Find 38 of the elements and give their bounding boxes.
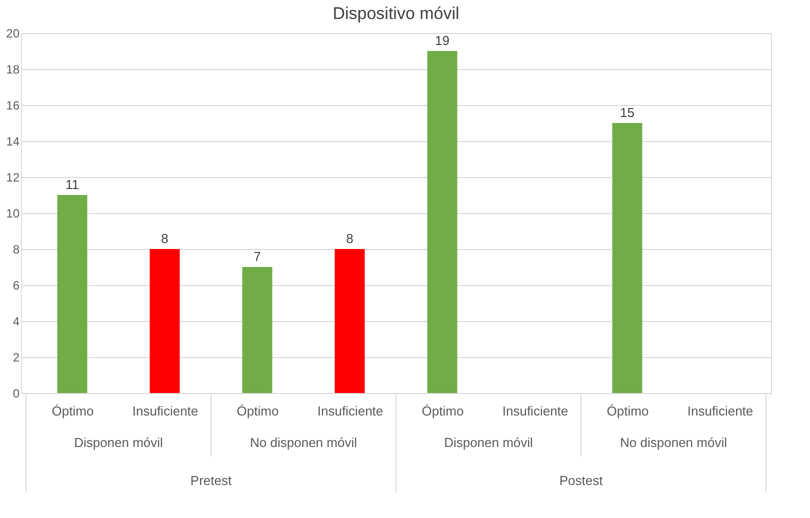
y-tick-label: 2	[12, 350, 20, 364]
y-tick-label: 4	[12, 314, 20, 328]
x-tick-label: Óptimo	[606, 404, 649, 418]
chart-title: Dispositivo móvil	[332, 4, 460, 23]
bar	[150, 249, 180, 393]
text: Postest	[559, 473, 604, 488]
y-tick-label: 18	[6, 62, 20, 76]
data-label: 8	[346, 231, 354, 246]
x-tick-label: Insuficiente	[317, 404, 384, 418]
y-tick-label: 8	[12, 242, 20, 256]
data-label: 11	[66, 177, 79, 192]
bar	[242, 267, 272, 393]
text: No disponen móvil	[250, 435, 358, 450]
data-label: 8	[161, 231, 168, 246]
y-tick-label: 10	[6, 206, 20, 220]
bar	[57, 195, 88, 393]
y-tick-label: 6	[12, 278, 20, 292]
text: Disponen móvil	[444, 435, 534, 450]
x-tick-label: Óptimo	[236, 404, 279, 418]
x-tick-label: Óptimo	[422, 404, 464, 418]
x-tick-label: Insuficiente	[502, 404, 568, 418]
text: No disponen móvil	[620, 435, 728, 450]
y-tick-label: 20	[6, 26, 20, 40]
x-tick-label: Óptimo	[52, 404, 94, 418]
text: Pretest	[190, 473, 232, 488]
data-label: 7	[254, 249, 261, 264]
x-tick-label: Insuficiente	[132, 404, 198, 418]
data-label: 19	[435, 33, 450, 48]
y-tick-label: 0	[12, 386, 20, 400]
bar	[427, 51, 458, 393]
y-tick-label: 14	[6, 134, 20, 148]
bar	[334, 249, 365, 393]
data-label: 15	[620, 105, 634, 120]
x-tick-label: Insuficiente	[687, 404, 754, 418]
bar	[612, 123, 642, 393]
y-tick-label: 12	[6, 170, 20, 184]
y-tick-label: 16	[6, 98, 20, 112]
text: Disponen móvil	[74, 435, 164, 450]
